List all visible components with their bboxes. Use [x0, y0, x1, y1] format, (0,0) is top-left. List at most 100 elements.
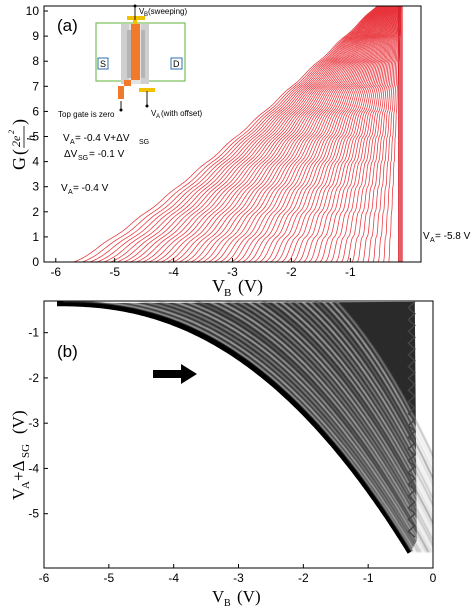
y-tick-label: -2 [28, 371, 39, 385]
trace-line [329, 6, 398, 262]
y-tick-label: 1 [32, 230, 39, 244]
inset-gate-orange [118, 24, 140, 99]
inset-vb-label: V B (sweeping) [139, 7, 187, 18]
trace-line [116, 6, 382, 262]
trace-line [129, 6, 383, 262]
y-tick-label: 10 [26, 4, 40, 18]
svg-text:(V): (V) [237, 587, 261, 606]
svg-text:SG: SG [78, 155, 88, 162]
svg-text:= -0.4 V+ΔV: = -0.4 V+ΔV [75, 133, 130, 144]
trace-line [303, 6, 396, 262]
y-tick-label: 6 [32, 104, 39, 118]
svg-text:A: A [156, 114, 160, 120]
trace-line [356, 6, 400, 262]
trace-line [281, 6, 394, 262]
heatmap-fringe [168, 301, 425, 553]
annotation-formula-2: ΔV SG = -0.1 V [64, 149, 125, 162]
svg-text:V: V [61, 183, 68, 194]
svg-text:(sweeping): (sweeping) [148, 7, 187, 16]
svg-text:A: A [430, 237, 435, 244]
x-tick-label: -4 [168, 265, 179, 279]
svg-text:(with offset): (with offset) [161, 109, 203, 118]
svg-text:(: ( [9, 149, 30, 155]
svg-text:V: V [212, 587, 225, 606]
heatmap-fringe [334, 301, 433, 459]
inset-drain-label: D [173, 59, 180, 69]
panel-b-heatmap [57, 301, 433, 554]
trace-line [308, 6, 396, 262]
svg-text:= -5.8 V: = -5.8 V [435, 231, 471, 242]
svg-text:= -0.1 V: = -0.1 V [89, 149, 125, 160]
x-tick-label: -3 [227, 265, 238, 279]
x-tick-label: -1 [345, 265, 356, 279]
x-tick-label: -2 [298, 571, 309, 585]
y-tick-label: 0 [32, 255, 39, 269]
panel-b-ylabel: V A +Δ SG (V) [9, 410, 32, 500]
svg-text:= -0.4 V: = -0.4 V [73, 183, 109, 194]
y-tick-label: 8 [32, 54, 39, 68]
x-tick-label: -6 [39, 571, 50, 585]
heatmap-fringe [112, 301, 417, 553]
trace-line [313, 6, 397, 262]
trace-line [96, 6, 380, 262]
trace-line [202, 6, 388, 262]
trace-line [213, 6, 389, 262]
ylabel-frac-num-sup: 2 [7, 130, 16, 134]
heatmap-fringe [261, 301, 433, 526]
panel-a: -6 -5 -4 -3 -2 -1 0 1 2 3 4 5 6 7 8 9 10 (a) G ( 2e 2 h … [7, 4, 471, 299]
svg-text:B: B [144, 12, 148, 18]
x-tick-label: -5 [103, 571, 114, 585]
panel-a-ylabel: G ( 2e 2 h ) [7, 119, 38, 170]
annotation-formula-1: V A = -0.4 V+ΔV SG [63, 133, 149, 146]
heatmap-edge [57, 301, 413, 554]
inset-source-box [97, 57, 109, 70]
trace-line [136, 6, 383, 262]
x-tick-label: -4 [168, 571, 179, 585]
svg-text:+Δ: +Δ [9, 460, 28, 481]
svg-text:(V): (V) [238, 276, 263, 297]
svg-text:V: V [139, 7, 145, 16]
panel-a-ticks: -6 -5 -4 -3 -2 -1 0 1 2 3 4 5 6 7 8 9 10 [26, 4, 356, 279]
heatmap-fringe [153, 301, 422, 553]
trace-line [81, 6, 379, 262]
trace-line [297, 6, 396, 262]
trace-line [89, 6, 379, 262]
heatmap-fringe [277, 301, 433, 514]
trace-line [324, 6, 398, 262]
trace-line [225, 6, 390, 262]
inset-top-contact [127, 16, 145, 20]
trace-line [184, 6, 387, 262]
inset-bottom-contact [139, 88, 155, 92]
panel-a-xlabel: V B (V) [212, 276, 263, 299]
annotation-va-right: V A = -5.8 V [423, 231, 471, 244]
svg-text:A: A [68, 189, 73, 196]
trace-line [270, 6, 394, 262]
heatmap-fringe [135, 301, 419, 553]
panel-a-traces [73, 6, 403, 262]
heatmap-fringe [327, 301, 433, 466]
trace-line [154, 6, 385, 262]
y-tick-label: 7 [32, 79, 39, 93]
y-tick-label: 2 [32, 205, 39, 219]
trace-line [142, 6, 384, 262]
trace-line [346, 6, 399, 262]
trace-line [242, 6, 391, 262]
trace-line [196, 6, 388, 262]
panel-b-xlabel: V B (V) [212, 587, 261, 609]
ylabel-frac-den: h [24, 135, 38, 141]
trace-line [110, 6, 381, 262]
trace-line [166, 6, 386, 262]
trace-line [372, 6, 401, 262]
inset-source-label: S [100, 59, 106, 69]
svg-text:V: V [212, 276, 225, 296]
trace-line [172, 6, 386, 262]
svg-text:(V): (V) [9, 410, 28, 434]
trace-line [340, 6, 399, 262]
trace-line [351, 6, 400, 262]
annotation-va-left: V A = -0.4 V [61, 183, 109, 196]
heatmap-fringe [321, 301, 433, 474]
trace-line [123, 6, 382, 262]
heatmap-fringe [235, 301, 433, 542]
heatmap-fringe [270, 301, 433, 520]
heatmap-fringe [244, 301, 433, 537]
